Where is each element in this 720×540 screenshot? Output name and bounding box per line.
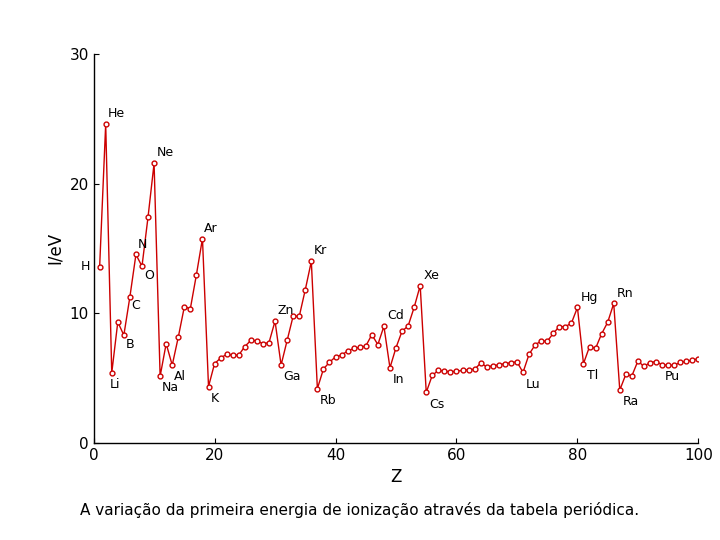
Text: N: N: [138, 238, 147, 251]
Text: Zn: Zn: [277, 304, 294, 317]
Y-axis label: I/eV: I/eV: [46, 232, 64, 265]
Text: Ar: Ar: [204, 221, 218, 235]
Text: Al: Al: [174, 370, 186, 383]
Text: Cs: Cs: [429, 397, 444, 410]
X-axis label: Z: Z: [390, 468, 402, 486]
Text: Ga: Ga: [284, 370, 301, 383]
Text: He: He: [108, 107, 125, 120]
Text: Rn: Rn: [617, 287, 634, 300]
Text: Cd: Cd: [387, 309, 404, 322]
Text: K: K: [210, 392, 218, 404]
Text: O: O: [144, 269, 153, 282]
Text: Lu: Lu: [526, 377, 541, 390]
Text: In: In: [393, 373, 405, 386]
Text: Kr: Kr: [314, 245, 327, 258]
Text: H: H: [81, 260, 91, 273]
Text: Tl: Tl: [587, 369, 598, 382]
Text: Ne: Ne: [156, 146, 174, 159]
Text: C: C: [132, 299, 140, 313]
Text: Hg: Hg: [580, 291, 598, 303]
Text: B: B: [126, 338, 134, 351]
Text: Na: Na: [161, 381, 179, 394]
Text: Li: Li: [110, 378, 120, 391]
Text: Ra: Ra: [623, 395, 639, 408]
Text: Rb: Rb: [320, 394, 336, 407]
Text: Pu: Pu: [665, 370, 680, 383]
Text: Xe: Xe: [423, 269, 439, 282]
Text: A variação da primeira energia de ionização através da tabela periódica.: A variação da primeira energia de ioniza…: [81, 502, 639, 518]
